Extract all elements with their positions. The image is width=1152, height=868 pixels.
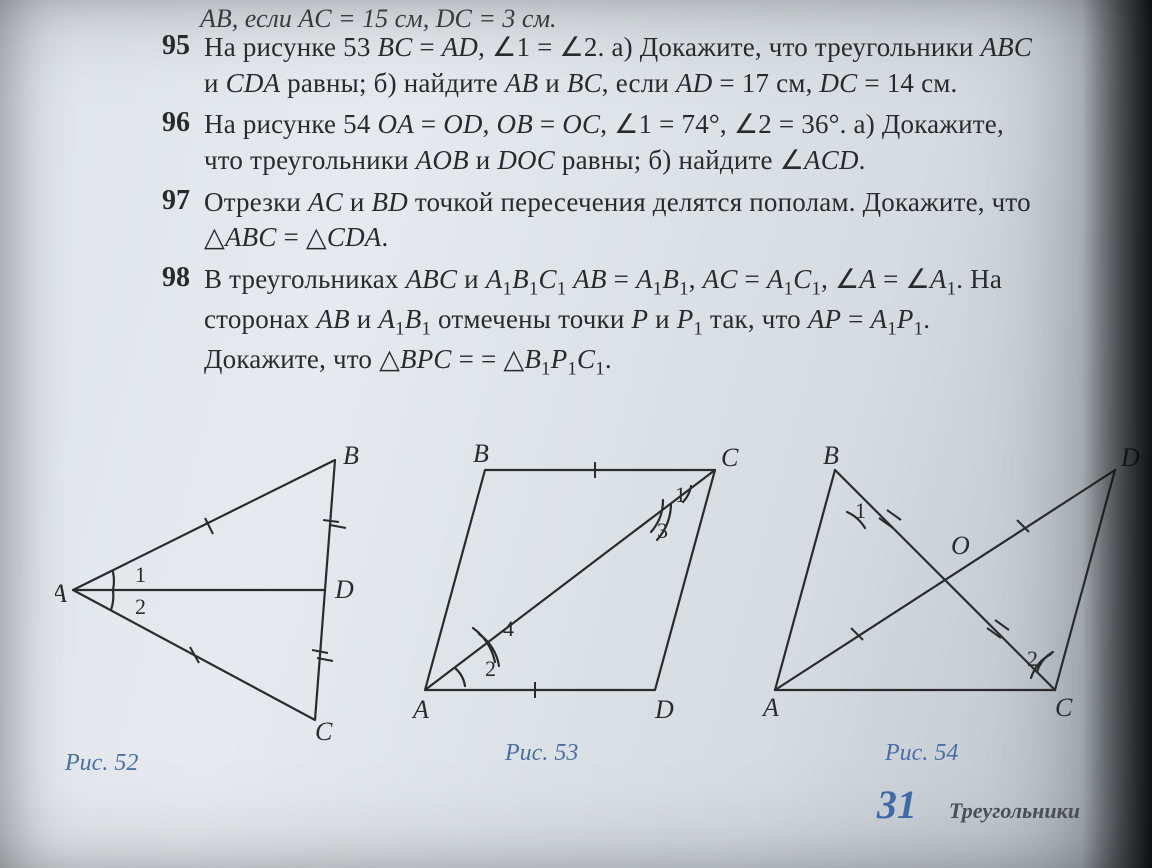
problem-text: На рисунке 53 BC = AD, ∠1 = ∠2. а) Докаж… <box>204 30 1040 101</box>
svg-text:1: 1 <box>135 562 146 587</box>
svg-text:3: 3 <box>657 518 668 543</box>
svg-text:C: C <box>315 717 333 746</box>
problem-text: В треугольниках ABC и A1B1C1 AB = A1B1, … <box>204 262 1040 383</box>
problem-text: На рисунке 54 OA = OD, OB = OC, ∠1 = 74°… <box>204 107 1040 178</box>
chapter-title: Треугольники <box>949 798 1080 823</box>
svg-text:C: C <box>1055 693 1073 722</box>
figure-label: Рис. 52 <box>65 750 138 777</box>
svg-text:4: 4 <box>503 616 514 641</box>
page-number: 31 <box>877 782 917 827</box>
svg-text:D: D <box>334 575 354 604</box>
svg-text:1: 1 <box>675 482 686 507</box>
svg-text:D: D <box>654 695 674 724</box>
problem-number: 97 <box>120 185 204 217</box>
problem-96: 96 На рисунке 54 OA = OD, OB = OC, ∠1 = … <box>120 107 1040 178</box>
svg-text:1: 1 <box>855 498 866 523</box>
svg-text:A: A <box>411 695 429 724</box>
figure-52: A B C D 1 2 Рис. 52 <box>55 440 375 750</box>
figure-label: Рис. 54 <box>885 740 958 767</box>
figure-label: Рис. 53 <box>505 740 578 767</box>
svg-text:O: O <box>951 531 970 560</box>
svg-text:B: B <box>343 441 359 470</box>
svg-text:A: A <box>761 693 779 722</box>
book-binding-shadow <box>1082 0 1152 868</box>
problem-number: 96 <box>120 107 204 139</box>
svg-text:2: 2 <box>135 594 146 619</box>
problem-number: 95 <box>120 30 204 62</box>
svg-text:2: 2 <box>485 656 496 681</box>
problem-list: 95 На рисунке 53 BC = AD, ∠1 = ∠2. а) До… <box>120 30 1040 389</box>
svg-text:2: 2 <box>1027 646 1038 671</box>
svg-text:B: B <box>473 440 489 468</box>
problem-95: 95 На рисунке 53 BC = AD, ∠1 = ∠2. а) До… <box>120 30 1040 101</box>
problem-number: 98 <box>120 262 204 294</box>
figures-row: A B C D 1 2 Рис. 52 <box>55 440 1075 740</box>
problem-97: 97 Отрезки AC и BD точкой пересечения де… <box>120 185 1040 256</box>
page-footer: 31 Треугольники <box>0 781 1080 828</box>
figure-53: A B C D 1 3 4 2 Рис. 53 <box>395 440 755 740</box>
svg-text:A: A <box>55 579 67 608</box>
svg-text:C: C <box>721 443 739 472</box>
problem-text: Отрезки AC и BD точкой пересечения делят… <box>204 185 1040 256</box>
problem-98: 98 В треугольниках ABC и A1B1C1 AB = A1B… <box>120 262 1040 383</box>
svg-text:B: B <box>823 441 839 470</box>
textbook-page: AB, если AC = 15 см, DC = 3 см. 95 На ри… <box>0 0 1152 868</box>
